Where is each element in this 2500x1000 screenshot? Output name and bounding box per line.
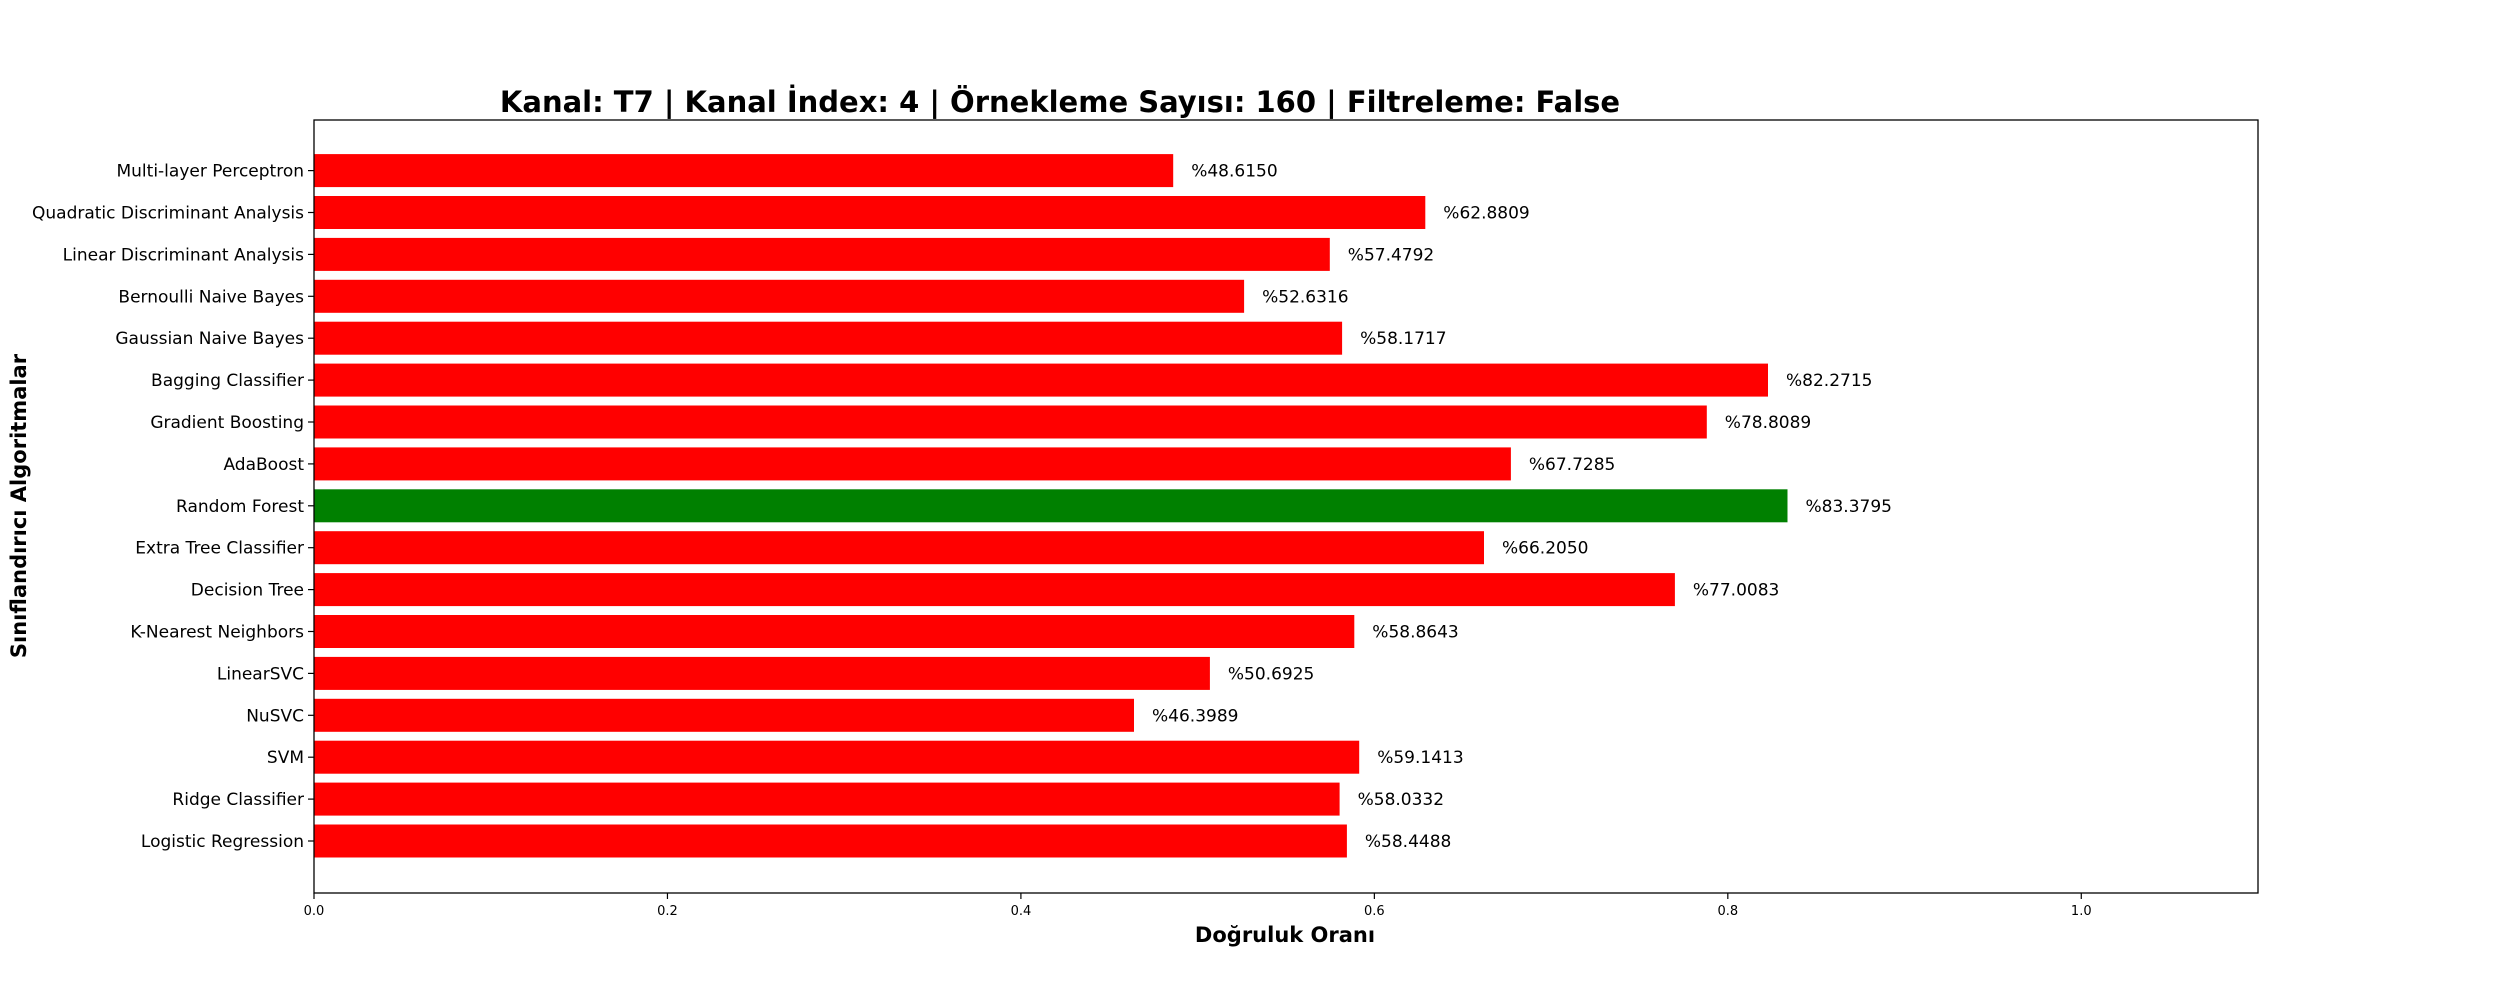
y-tick-label: Gradient Boosting — [150, 413, 304, 433]
bar-bernoulli-naive-bayes — [314, 279, 1245, 313]
x-tick-label: 1.0 — [2071, 904, 2092, 919]
y-tick-label: SVM — [267, 748, 304, 768]
bar-linearsvc — [314, 656, 1210, 690]
bar-gradient-boosting — [314, 405, 1707, 439]
y-axis-label: Sınıflandırıcı Algoritmalar — [7, 353, 31, 658]
value-label: %66.2050 — [1502, 539, 1588, 559]
bar-bagging-classifier — [314, 363, 1768, 397]
plot-frame — [313, 119, 2259, 894]
bar-linear-discriminant-analysis — [314, 237, 1330, 271]
y-tick-label: Gaussian Naive Bayes — [115, 329, 304, 349]
value-label: %48.6150 — [1191, 162, 1277, 182]
bars-layer: %58.4488 %58.0332 %59.1413 %46.3989 %50.6925… — [314, 154, 1892, 858]
bar-k-nearest-neighbors — [314, 615, 1355, 648]
value-label: %50.6925 — [1228, 664, 1314, 684]
value-label: %58.8643 — [1372, 623, 1458, 643]
value-label: %59.1413 — [1377, 748, 1463, 768]
y-tick-label: Ridge Classifier — [172, 790, 304, 810]
bar-gaussian-naive-bayes — [314, 321, 1343, 355]
chart-title: Kanal: T7 | Kanal İndex: 4 | Örnekleme S… — [500, 85, 1620, 119]
bar-svm — [314, 740, 1360, 774]
x-tick-label: 0.8 — [1717, 904, 1738, 919]
value-label: %58.0332 — [1358, 790, 1444, 810]
value-label: %83.3795 — [1806, 497, 1892, 517]
value-label: %46.3989 — [1152, 706, 1238, 726]
x-tick-label: 0.6 — [1364, 904, 1385, 919]
bar-quadratic-discriminant-analysis — [314, 196, 1426, 229]
y-tick-label: Bernoulli Naive Bayes — [118, 287, 304, 307]
x-tick-label: 0.0 — [304, 904, 325, 919]
bar-multi-layer-perceptron — [314, 154, 1174, 188]
bar-extra-tree-classifier — [314, 531, 1484, 565]
y-tick-label: AdaBoost — [223, 455, 304, 475]
y-tick-label: Multi-layer Perceptron — [116, 162, 304, 182]
y-tick-label: Quadratic Discriminant Analysis — [32, 204, 304, 224]
y-tick-label: LinearSVC — [217, 664, 304, 684]
y-tick-label: K-Nearest Neighbors — [130, 623, 304, 643]
x-axis-ticks: Logistic Regression Ridge Classifier SVM Nu… — [32, 162, 2092, 919]
y-tick-label: Random Forest — [176, 497, 304, 517]
value-label: %58.1717 — [1360, 329, 1446, 349]
value-label: %77.0083 — [1693, 581, 1779, 601]
value-label: %52.6316 — [1262, 287, 1348, 307]
bar-ridge-classifier — [314, 782, 1340, 816]
value-label: %78.8089 — [1725, 413, 1811, 433]
x-tick-label: 0.4 — [1011, 904, 1032, 919]
x-axis-label: Doğruluk Oranı — [1195, 923, 1375, 947]
bar-random-forest — [314, 489, 1788, 523]
value-label: %67.7285 — [1529, 455, 1615, 475]
value-label: %62.8809 — [1443, 204, 1529, 224]
y-tick-label: Logistic Regression — [141, 832, 304, 852]
y-tick-label: Bagging Classifier — [151, 371, 304, 391]
y-tick-label: NuSVC — [246, 706, 304, 726]
value-label: %82.2715 — [1786, 371, 1872, 391]
y-tick-label: Decision Tree — [191, 581, 304, 601]
bar-logistic-regression — [314, 824, 1347, 858]
value-label: %57.4792 — [1348, 245, 1434, 265]
bar-decision-tree — [314, 573, 1675, 607]
value-label: %58.4488 — [1365, 832, 1451, 852]
y-tick-label: Extra Tree Classifier — [135, 539, 304, 559]
bar-adaboost — [314, 447, 1511, 481]
bar-nusvc — [314, 698, 1134, 732]
x-tick-label: 0.2 — [657, 904, 678, 919]
y-tick-label: Linear Discriminant Analysis — [63, 245, 304, 265]
